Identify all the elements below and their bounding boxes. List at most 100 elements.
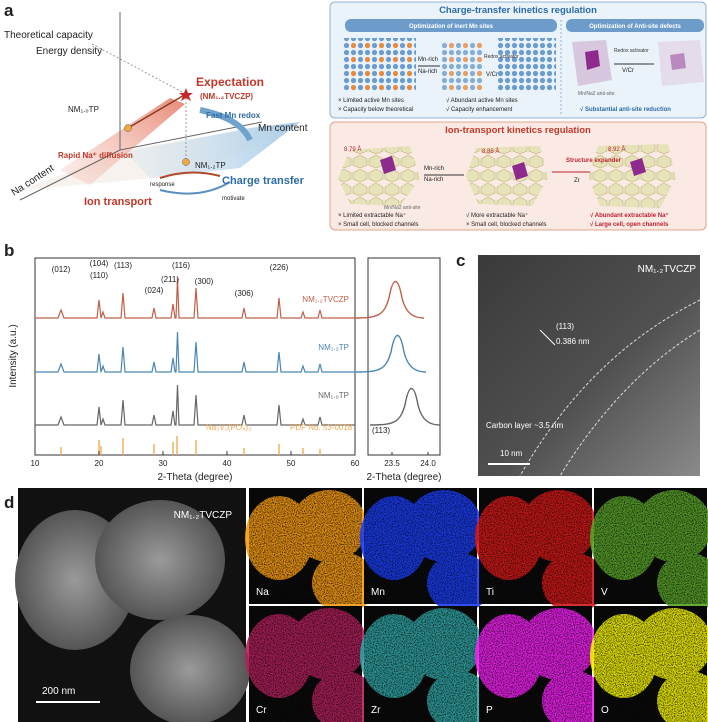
map-noise [364, 488, 477, 604]
sample-label: NM₁.₂TVCZP [638, 264, 697, 275]
label: Na-rich [424, 177, 443, 183]
label: Structure expander [566, 158, 622, 164]
shape [630, 158, 646, 176]
label: Mn-rich [424, 166, 444, 172]
eds-map: Na [245, 488, 376, 613]
axis-label: Mn content [258, 123, 308, 134]
shape [342, 38, 416, 92]
peak-label: (300) [195, 277, 214, 286]
peak-label: (110) [90, 271, 108, 280]
peak-label: (113) [114, 261, 132, 270]
ion-box: Ion-transport kinetics regulation 8.79 Å… [329, 121, 707, 231]
annotation: 0.386 nm [556, 337, 590, 346]
shape [125, 122, 300, 178]
bullet: √ More extractable Na⁺ [466, 212, 528, 219]
bullet: × Limited extractable Na⁺ [338, 212, 406, 219]
bullet: × Small cell, blocked channels [466, 222, 547, 228]
map-noise [249, 488, 362, 604]
cell-parameter: 8.86 Å [482, 148, 499, 155]
stem-image: NM₁.₂TVCZP 200 nm [15, 488, 250, 722]
shape [159, 171, 221, 179]
element-label: Zr [371, 705, 381, 716]
eds-map: Zr [360, 606, 491, 722]
shape [466, 146, 548, 206]
shape [380, 156, 396, 174]
shape [179, 88, 193, 101]
shape [34, 331, 356, 373]
x-tick-label: 20 [95, 459, 104, 468]
shape [367, 257, 441, 456]
label: Na-rich [418, 69, 437, 75]
annotation: Charge transfer [222, 175, 305, 187]
shape [369, 387, 441, 426]
annotation: (113) [556, 322, 574, 331]
label: Mn/Na2 anti-site [384, 205, 421, 211]
panel-label: d [4, 493, 14, 512]
peak-label: (211) [161, 275, 179, 284]
map-noise [364, 606, 477, 722]
element-label: P [486, 705, 493, 716]
element-label: O [601, 705, 609, 716]
peak-label: (024) [145, 286, 164, 295]
xrd-inset: 23.5 24.0 (113) 2-Theta (degree) [353, 257, 442, 483]
peak-label: (104) [90, 259, 109, 268]
map-noise [249, 606, 362, 722]
element-label: V [601, 587, 608, 598]
shape [91, 43, 187, 95]
tem-image: NM₁.₂TVCZP (113) 0.386 nm Carbon layer ~… [478, 255, 701, 477]
peak-label: (113) [372, 426, 390, 435]
shape [478, 255, 700, 476]
expectation-sample: (NM₁.₂TVCZP) [200, 92, 253, 101]
shape [355, 334, 427, 373]
eds-map: P [475, 606, 606, 722]
scale-label: 10 nm [500, 449, 523, 458]
eds-map: Ti [475, 488, 606, 613]
x-tick-label: 30 [159, 459, 168, 468]
shape [566, 19, 704, 32]
expectation: Expectation [196, 75, 264, 89]
x-tick-label: 24.0 [420, 459, 436, 468]
peak-label: (226) [270, 263, 289, 272]
shape [127, 93, 187, 129]
annotation: Carbon layer ~3.5 nm [486, 421, 563, 430]
axis-label: Theoretical capacity [4, 30, 93, 41]
shape [338, 146, 420, 206]
peak-label: (116) [172, 261, 190, 270]
bullet: √ Substantial anti-site reduction [580, 106, 671, 113]
shape [130, 615, 250, 722]
annotation: motivate [222, 196, 245, 202]
shape [519, 299, 701, 477]
panel-label: c [456, 251, 465, 270]
shape [182, 158, 190, 166]
eds-map: Cr [245, 606, 376, 722]
x-tick-label: 10 [31, 459, 40, 468]
sample-label: NM₁.₀TP [68, 105, 99, 114]
bullet: × Limited active Mn sites [338, 98, 404, 104]
shape [60, 436, 321, 455]
element-label: Mn [371, 587, 385, 598]
peak-label: (012) [52, 265, 71, 274]
label: Mn-rich [418, 57, 438, 63]
element-label: Cr [256, 705, 267, 716]
peak-label: (306) [235, 289, 254, 298]
shape [124, 124, 132, 132]
x-tick-label: 23.5 [384, 459, 400, 468]
label: Redox activator [614, 48, 649, 54]
shape [498, 38, 556, 92]
axis-label: Intensity (a.u.) [8, 324, 19, 387]
eds-map: O [590, 606, 708, 722]
shape [585, 50, 600, 70]
label: Mn/Na2 anti-site [578, 91, 615, 97]
panel-label: a [4, 1, 14, 20]
shape [199, 107, 253, 142]
bullet: √ Abundant extractable Na⁺ [590, 212, 669, 219]
x-tick-label: 40 [223, 459, 232, 468]
annotation: Ion transport [84, 196, 152, 208]
element-label: Ti [486, 587, 494, 598]
reference-label: Na₃V₂(PO₄)₃ [206, 423, 251, 432]
map-noise [479, 488, 592, 604]
annotation: response [150, 182, 175, 188]
shape [539, 329, 556, 346]
